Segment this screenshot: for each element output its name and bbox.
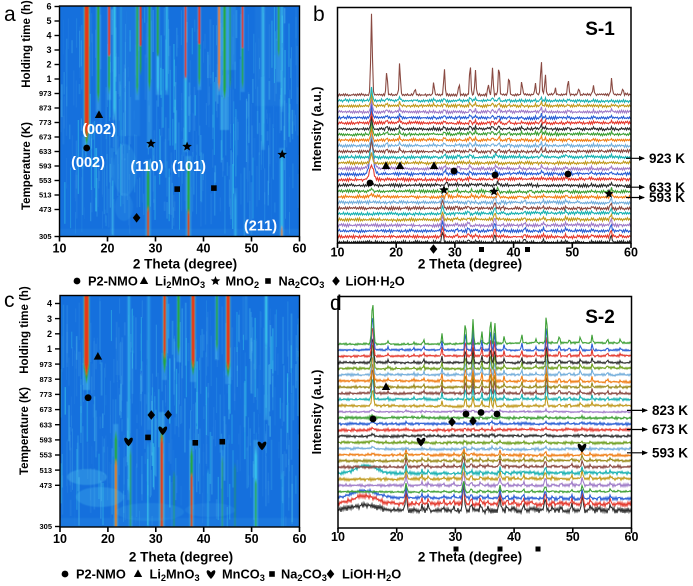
svg-text:305: 305 (39, 232, 52, 241)
svg-text:50: 50 (245, 242, 259, 256)
svg-text:673: 673 (39, 405, 52, 414)
svg-text:Intensity (a.u.): Intensity (a.u.) (310, 370, 324, 455)
svg-text:6: 6 (46, 2, 51, 12)
svg-text:20: 20 (101, 242, 115, 256)
svg-text:553: 553 (39, 176, 52, 185)
svg-text:60: 60 (624, 246, 638, 260)
svg-text:2 Theta (degree): 2 Theta (degree) (418, 257, 522, 272)
svg-text:20: 20 (390, 530, 404, 544)
svg-text:593: 593 (39, 436, 52, 445)
svg-text:5: 5 (46, 16, 51, 26)
svg-text:40: 40 (507, 530, 521, 544)
svg-text:30: 30 (149, 532, 163, 546)
svg-text:873: 873 (39, 375, 52, 384)
svg-text:Na2​CO3​: Na2​CO3​ (279, 274, 325, 291)
svg-text:633: 633 (39, 420, 52, 429)
svg-text:b: b (313, 3, 325, 26)
svg-text:20: 20 (389, 246, 403, 260)
svg-text:60: 60 (293, 532, 307, 546)
svg-text:20: 20 (101, 532, 115, 546)
svg-text:60: 60 (625, 530, 639, 544)
svg-text:2 Theta (degree): 2 Theta (degree) (418, 550, 522, 565)
svg-text:50: 50 (565, 246, 579, 260)
svg-text:4: 4 (47, 299, 52, 309)
svg-text:593: 593 (39, 162, 52, 171)
svg-text:673: 673 (39, 133, 52, 142)
svg-text:673 K: 673 K (652, 422, 688, 437)
svg-text:MnO2​: MnO2​ (226, 274, 260, 291)
svg-text:10: 10 (53, 532, 67, 546)
svg-text:1: 1 (46, 74, 51, 84)
svg-text:593 K: 593 K (649, 190, 685, 205)
svg-text:c: c (4, 289, 15, 312)
svg-text:973: 973 (39, 89, 52, 98)
svg-text:305: 305 (39, 522, 52, 531)
svg-text:40: 40 (197, 242, 211, 256)
svg-text:Li2​MnO3​: Li2​MnO3​ (150, 567, 200, 584)
svg-text:60: 60 (293, 242, 307, 256)
svg-text:3: 3 (47, 314, 52, 324)
svg-text:30: 30 (448, 246, 462, 260)
svg-text:Holding time (h): Holding time (h) (19, 286, 31, 374)
svg-text:40: 40 (507, 246, 521, 260)
svg-text:30: 30 (149, 242, 163, 256)
svg-text:(110): (110) (130, 159, 163, 175)
svg-text:d: d (330, 292, 342, 315)
svg-text:473: 473 (39, 205, 52, 214)
svg-text:(211): (211) (244, 219, 277, 235)
svg-text:50: 50 (245, 532, 259, 546)
svg-text:40: 40 (197, 532, 211, 546)
svg-text:823 K: 823 K (652, 403, 688, 418)
svg-text:473: 473 (39, 481, 52, 490)
svg-text:S-1: S-1 (585, 19, 615, 40)
svg-text:Temperature (K): Temperature (K) (19, 387, 31, 475)
svg-text:2 Theta (degree): 2 Theta (degree) (133, 257, 237, 272)
svg-text:P2-NMO: P2-NMO (76, 567, 126, 582)
svg-text:3: 3 (46, 45, 51, 55)
svg-text:10: 10 (331, 246, 345, 260)
svg-text:633 K: 633 K (649, 180, 685, 195)
svg-text:MnCO3​: MnCO3​ (222, 567, 265, 584)
svg-text:4: 4 (46, 31, 51, 41)
svg-text:(002): (002) (82, 122, 116, 138)
svg-text:LiOH·H2​O: LiOH·H2​O (342, 567, 401, 584)
svg-text:S-2: S-2 (585, 307, 615, 328)
svg-text:513: 513 (39, 191, 52, 200)
svg-text:(002): (002) (71, 155, 105, 171)
svg-text:553: 553 (39, 451, 52, 460)
svg-text:10: 10 (53, 242, 67, 256)
svg-text:Li2​MnO3​: Li2​MnO3​ (155, 274, 205, 291)
svg-text:773: 773 (39, 390, 52, 399)
svg-text:2: 2 (46, 60, 51, 70)
svg-text:a: a (4, 3, 16, 26)
svg-text:923 K: 923 K (649, 151, 685, 166)
svg-text:2: 2 (47, 329, 52, 339)
svg-text:773: 773 (39, 118, 52, 127)
svg-text:P2-NMO: P2-NMO (88, 274, 138, 289)
svg-text:1: 1 (47, 344, 52, 354)
svg-text:513: 513 (39, 466, 52, 475)
svg-text:Intensity (a.u.): Intensity (a.u.) (310, 87, 324, 172)
svg-text:633: 633 (39, 147, 52, 156)
svg-text:Na2​CO3​: Na2​CO3​ (281, 567, 327, 584)
svg-text:593 K: 593 K (652, 445, 688, 460)
svg-text:50: 50 (566, 530, 580, 544)
svg-text:LiOH·H2​O: LiOH·H2​O (346, 274, 405, 291)
svg-text:873: 873 (39, 104, 52, 113)
svg-text:(101): (101) (172, 159, 206, 175)
svg-text:30: 30 (448, 530, 462, 544)
svg-text:973: 973 (39, 360, 52, 369)
svg-text:2 Theta (degree): 2 Theta (degree) (129, 550, 233, 565)
svg-text:Temperature (K): Temperature (K) (21, 122, 33, 210)
svg-text:10: 10 (331, 530, 345, 544)
svg-text:Holding time (h): Holding time (h) (21, 0, 33, 88)
